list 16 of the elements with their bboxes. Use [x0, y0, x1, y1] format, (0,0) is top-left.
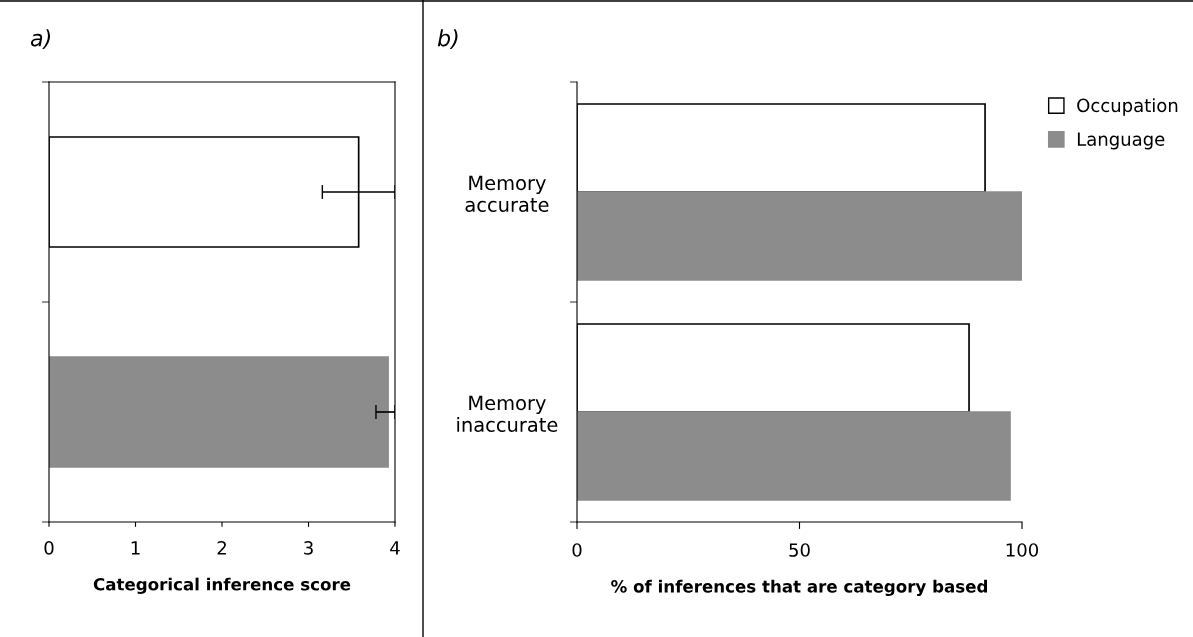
- x-tick-label: 100: [1006, 543, 1039, 557]
- x-tick-label: 0: [44, 541, 54, 555]
- x-axis-title: % of inferences that are category based: [611, 579, 988, 597]
- x-tick-label: 2: [217, 541, 226, 555]
- x-axis-title: Categorical inference score: [93, 577, 351, 594]
- legend-label: Language: [1077, 132, 1165, 150]
- x-tick-label: 1: [131, 541, 140, 555]
- x-tick-label: 4: [390, 541, 400, 555]
- y-tick-label: Memory accurate: [465, 175, 549, 213]
- x-tick-label: 0: [572, 543, 582, 557]
- legend-label: Occupation: [1077, 98, 1178, 116]
- text: b): [437, 29, 458, 50]
- x-tick-label: 50: [789, 543, 810, 557]
- x-tick-label: 3: [304, 541, 313, 555]
- text: a): [30, 29, 51, 50]
- y-tick-label: Memory inaccurate: [457, 395, 558, 433]
